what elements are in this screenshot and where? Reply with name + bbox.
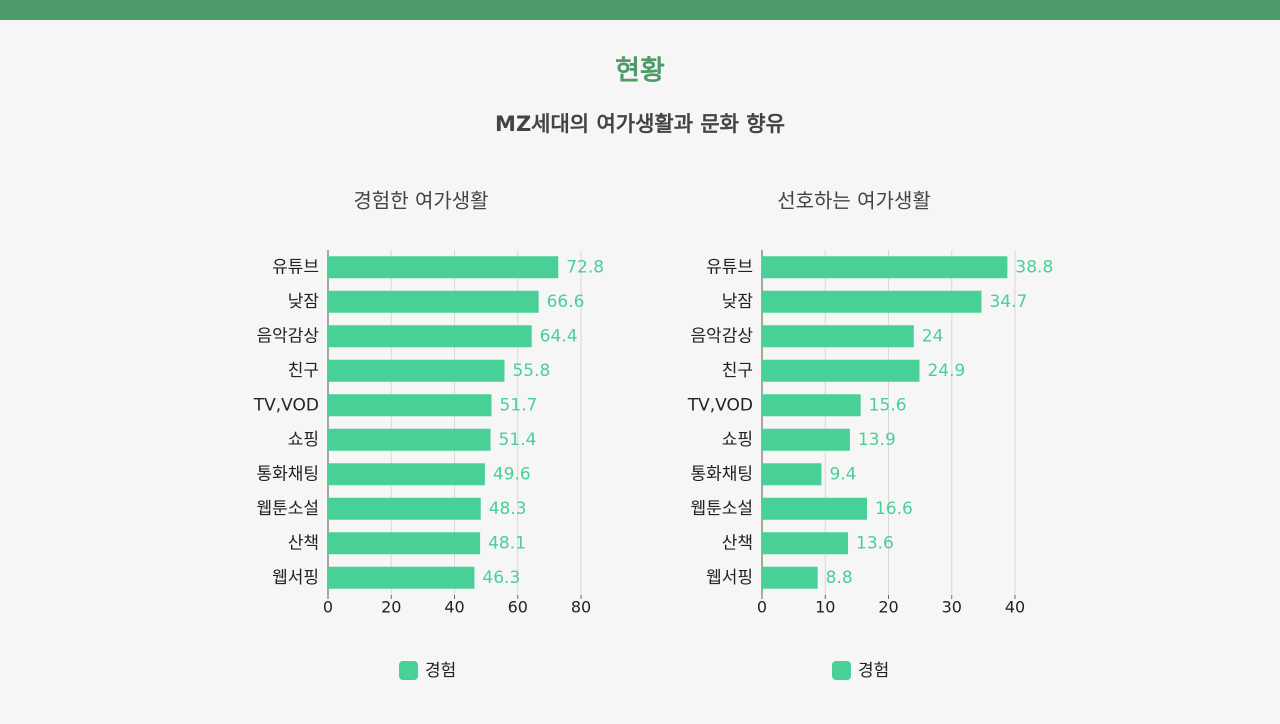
- bar: [328, 256, 559, 279]
- value-label: 55.8: [512, 361, 550, 381]
- y-tick-label: 친구: [288, 361, 319, 381]
- bar: [762, 463, 822, 486]
- y-tick-label: 통화채팅: [690, 464, 753, 484]
- bar: [328, 532, 481, 555]
- value-label: 48.1: [488, 533, 526, 553]
- legend-swatch: [832, 661, 851, 680]
- bar: [762, 359, 920, 382]
- value-label: 51.7: [500, 395, 538, 415]
- bar: [328, 566, 475, 589]
- y-tick-label: 쇼핑: [722, 430, 753, 450]
- value-label: 51.4: [499, 430, 537, 450]
- value-label: 13.9: [858, 430, 896, 450]
- y-tick-label: 유튜브: [706, 257, 753, 277]
- x-tick-label: 40: [444, 598, 464, 617]
- bar: [328, 497, 481, 520]
- legend-label: 경험: [425, 661, 456, 681]
- x-tick-label: 40: [1005, 598, 1025, 617]
- x-tick-label: 0: [757, 598, 767, 617]
- chart-title: 선호하는 여가생활: [777, 189, 931, 213]
- value-label: 13.6: [856, 533, 894, 553]
- value-label: 38.8: [1015, 257, 1053, 277]
- bar: [328, 325, 532, 348]
- y-tick-label: 웹서핑: [272, 568, 319, 588]
- y-tick-label: 친구: [722, 361, 753, 381]
- value-label: 49.6: [493, 464, 531, 484]
- y-tick-label: TV,VOD: [687, 395, 753, 415]
- y-tick-label: 음악감상: [690, 326, 753, 346]
- value-label: 15.6: [869, 395, 907, 415]
- bar: [762, 325, 914, 348]
- legend-swatch: [399, 661, 418, 680]
- x-tick-label: 80: [571, 598, 591, 617]
- value-label: 46.3: [482, 568, 520, 588]
- bar: [762, 256, 1008, 279]
- x-tick-label: 60: [508, 598, 528, 617]
- chart-title: 경험한 여가생활: [353, 189, 488, 213]
- y-tick-label: 낮잠: [722, 292, 754, 312]
- y-tick-label: 통화채팅: [256, 464, 319, 484]
- value-label: 24: [922, 326, 944, 346]
- y-tick-label: 유튜브: [272, 257, 319, 277]
- y-tick-label: 산책: [722, 533, 753, 553]
- bar: [328, 290, 539, 313]
- x-tick-label: 10: [815, 598, 835, 617]
- y-tick-label: 음악감상: [256, 326, 319, 346]
- x-tick-label: 0: [323, 598, 333, 617]
- bar: [762, 497, 867, 520]
- y-tick-label: 산책: [288, 533, 319, 553]
- x-tick-label: 20: [878, 598, 898, 617]
- bar: [762, 394, 861, 417]
- value-label: 64.4: [540, 326, 578, 346]
- value-label: 72.8: [566, 257, 604, 277]
- value-label: 9.4: [829, 464, 856, 484]
- x-tick-label: 20: [381, 598, 401, 617]
- bar: [762, 290, 982, 313]
- bar: [328, 463, 485, 486]
- top-bar: [0, 0, 1280, 20]
- bar: [328, 394, 492, 417]
- slide-subtitle: MZ세대의 여가생활과 문화 향유: [495, 112, 785, 136]
- bar: [762, 532, 849, 555]
- bar: [328, 428, 491, 451]
- value-label: 34.7: [989, 292, 1027, 312]
- value-label: 24.9: [927, 361, 965, 381]
- value-label: 48.3: [489, 499, 527, 519]
- legend-label: 경험: [858, 661, 889, 681]
- y-tick-label: 쇼핑: [288, 430, 319, 450]
- y-tick-label: 웹툰소설: [256, 499, 319, 519]
- y-tick-label: 웹서핑: [706, 568, 753, 588]
- slide-title: 현황: [615, 56, 665, 87]
- value-label: 8.8: [826, 568, 853, 588]
- x-tick-label: 30: [942, 598, 962, 617]
- value-label: 66.6: [547, 292, 585, 312]
- y-tick-label: 웹툰소설: [690, 499, 753, 519]
- bar: [762, 566, 818, 589]
- bar: [328, 359, 505, 382]
- y-tick-label: 낮잠: [288, 292, 320, 312]
- y-tick-label: TV,VOD: [253, 395, 319, 415]
- value-label: 16.6: [875, 499, 913, 519]
- bar: [762, 428, 850, 451]
